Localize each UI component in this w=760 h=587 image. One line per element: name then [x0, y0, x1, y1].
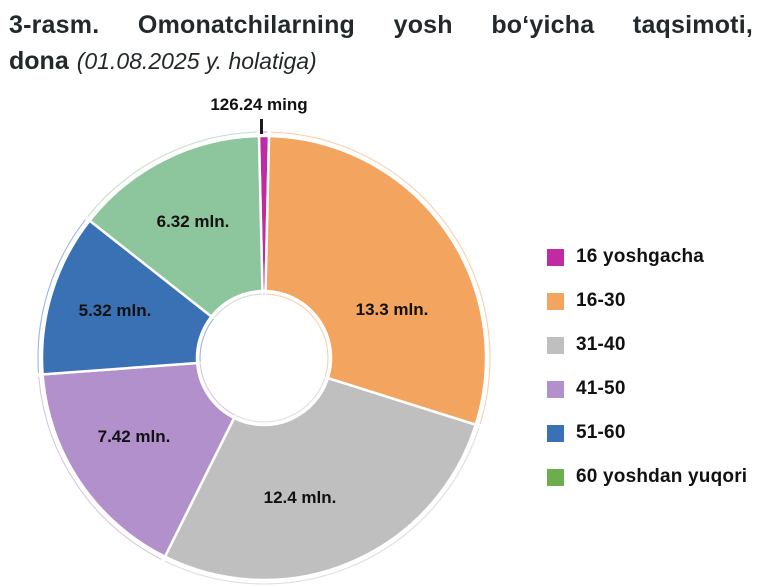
legend-item: 41-50: [547, 378, 747, 400]
pie-slice-41-50: [41, 361, 236, 558]
legend-swatch: [547, 292, 564, 310]
pie-slice-60-yoshdan-yuqori: [88, 134, 264, 318]
legend-item: 31-40: [547, 334, 747, 356]
pie-slice-31-40: [163, 376, 477, 582]
slice-halo: [38, 376, 162, 560]
slice-value-label-51-60: 5.32 mln.: [78, 301, 152, 320]
legend-label: 51-60: [576, 422, 626, 443]
figure-title-line2: dona (01.08.2025 y. holatiga): [9, 44, 753, 79]
legend-item: 16-30: [547, 290, 747, 312]
pie-slice-51-60: [40, 219, 213, 376]
legend-item: 16 yoshgacha: [547, 246, 747, 268]
pie-slice-16-30: [264, 134, 488, 426]
callout-leader-line: [260, 119, 263, 134]
slice-halo: [265, 293, 329, 377]
slice-halo: [199, 318, 214, 363]
slice-halo: [164, 427, 480, 585]
legend-swatch: [547, 336, 564, 354]
slice-value-label-31-40: 12.4 mln.: [263, 488, 337, 507]
legend-item: 51-60: [547, 422, 747, 444]
legend-label: 31-40: [576, 334, 626, 355]
slice-halo: [213, 293, 263, 319]
legend-swatch: [547, 380, 564, 398]
legend-swatch: [547, 468, 564, 486]
slice-halo: [37, 219, 86, 373]
legend-label: 60 yoshdan yuqori: [576, 466, 748, 487]
legend-label: 16 yoshgacha: [576, 246, 705, 267]
slice-halo: [271, 131, 491, 425]
legend-label: 41-50: [576, 378, 626, 399]
legend: 16 yoshgacha 16-30 31-40 41-50 51-60 60 yoshd…: [547, 246, 747, 488]
slice-value-label-16-30: 13.3 mln.: [355, 300, 429, 319]
figure-title-date: (01.08.2025 y. holatiga): [76, 48, 317, 74]
legend-item: 60 yoshdan yuqori: [547, 466, 747, 488]
slice-value-label-60-plus: 6.32 mln.: [156, 212, 230, 231]
slice-halo: [235, 377, 326, 423]
legend-swatch: [547, 248, 564, 266]
legend-swatch: [547, 424, 564, 442]
legend-label: 16-30: [576, 290, 626, 311]
figure-title-line1: 3-rasm. Omonatchilarning yosh boʻyicha t…: [9, 11, 753, 39]
slice-callout-label: 126.24 ming: [210, 95, 308, 114]
slice-value-label-41-50: 7.42 mln.: [97, 427, 171, 446]
figure-title-unit: dona: [9, 47, 69, 75]
slice-halo: [87, 131, 257, 217]
figure-title: 3-rasm. Omonatchilarning yosh boʻyicha t…: [9, 8, 753, 79]
slice-halo: [199, 363, 236, 416]
